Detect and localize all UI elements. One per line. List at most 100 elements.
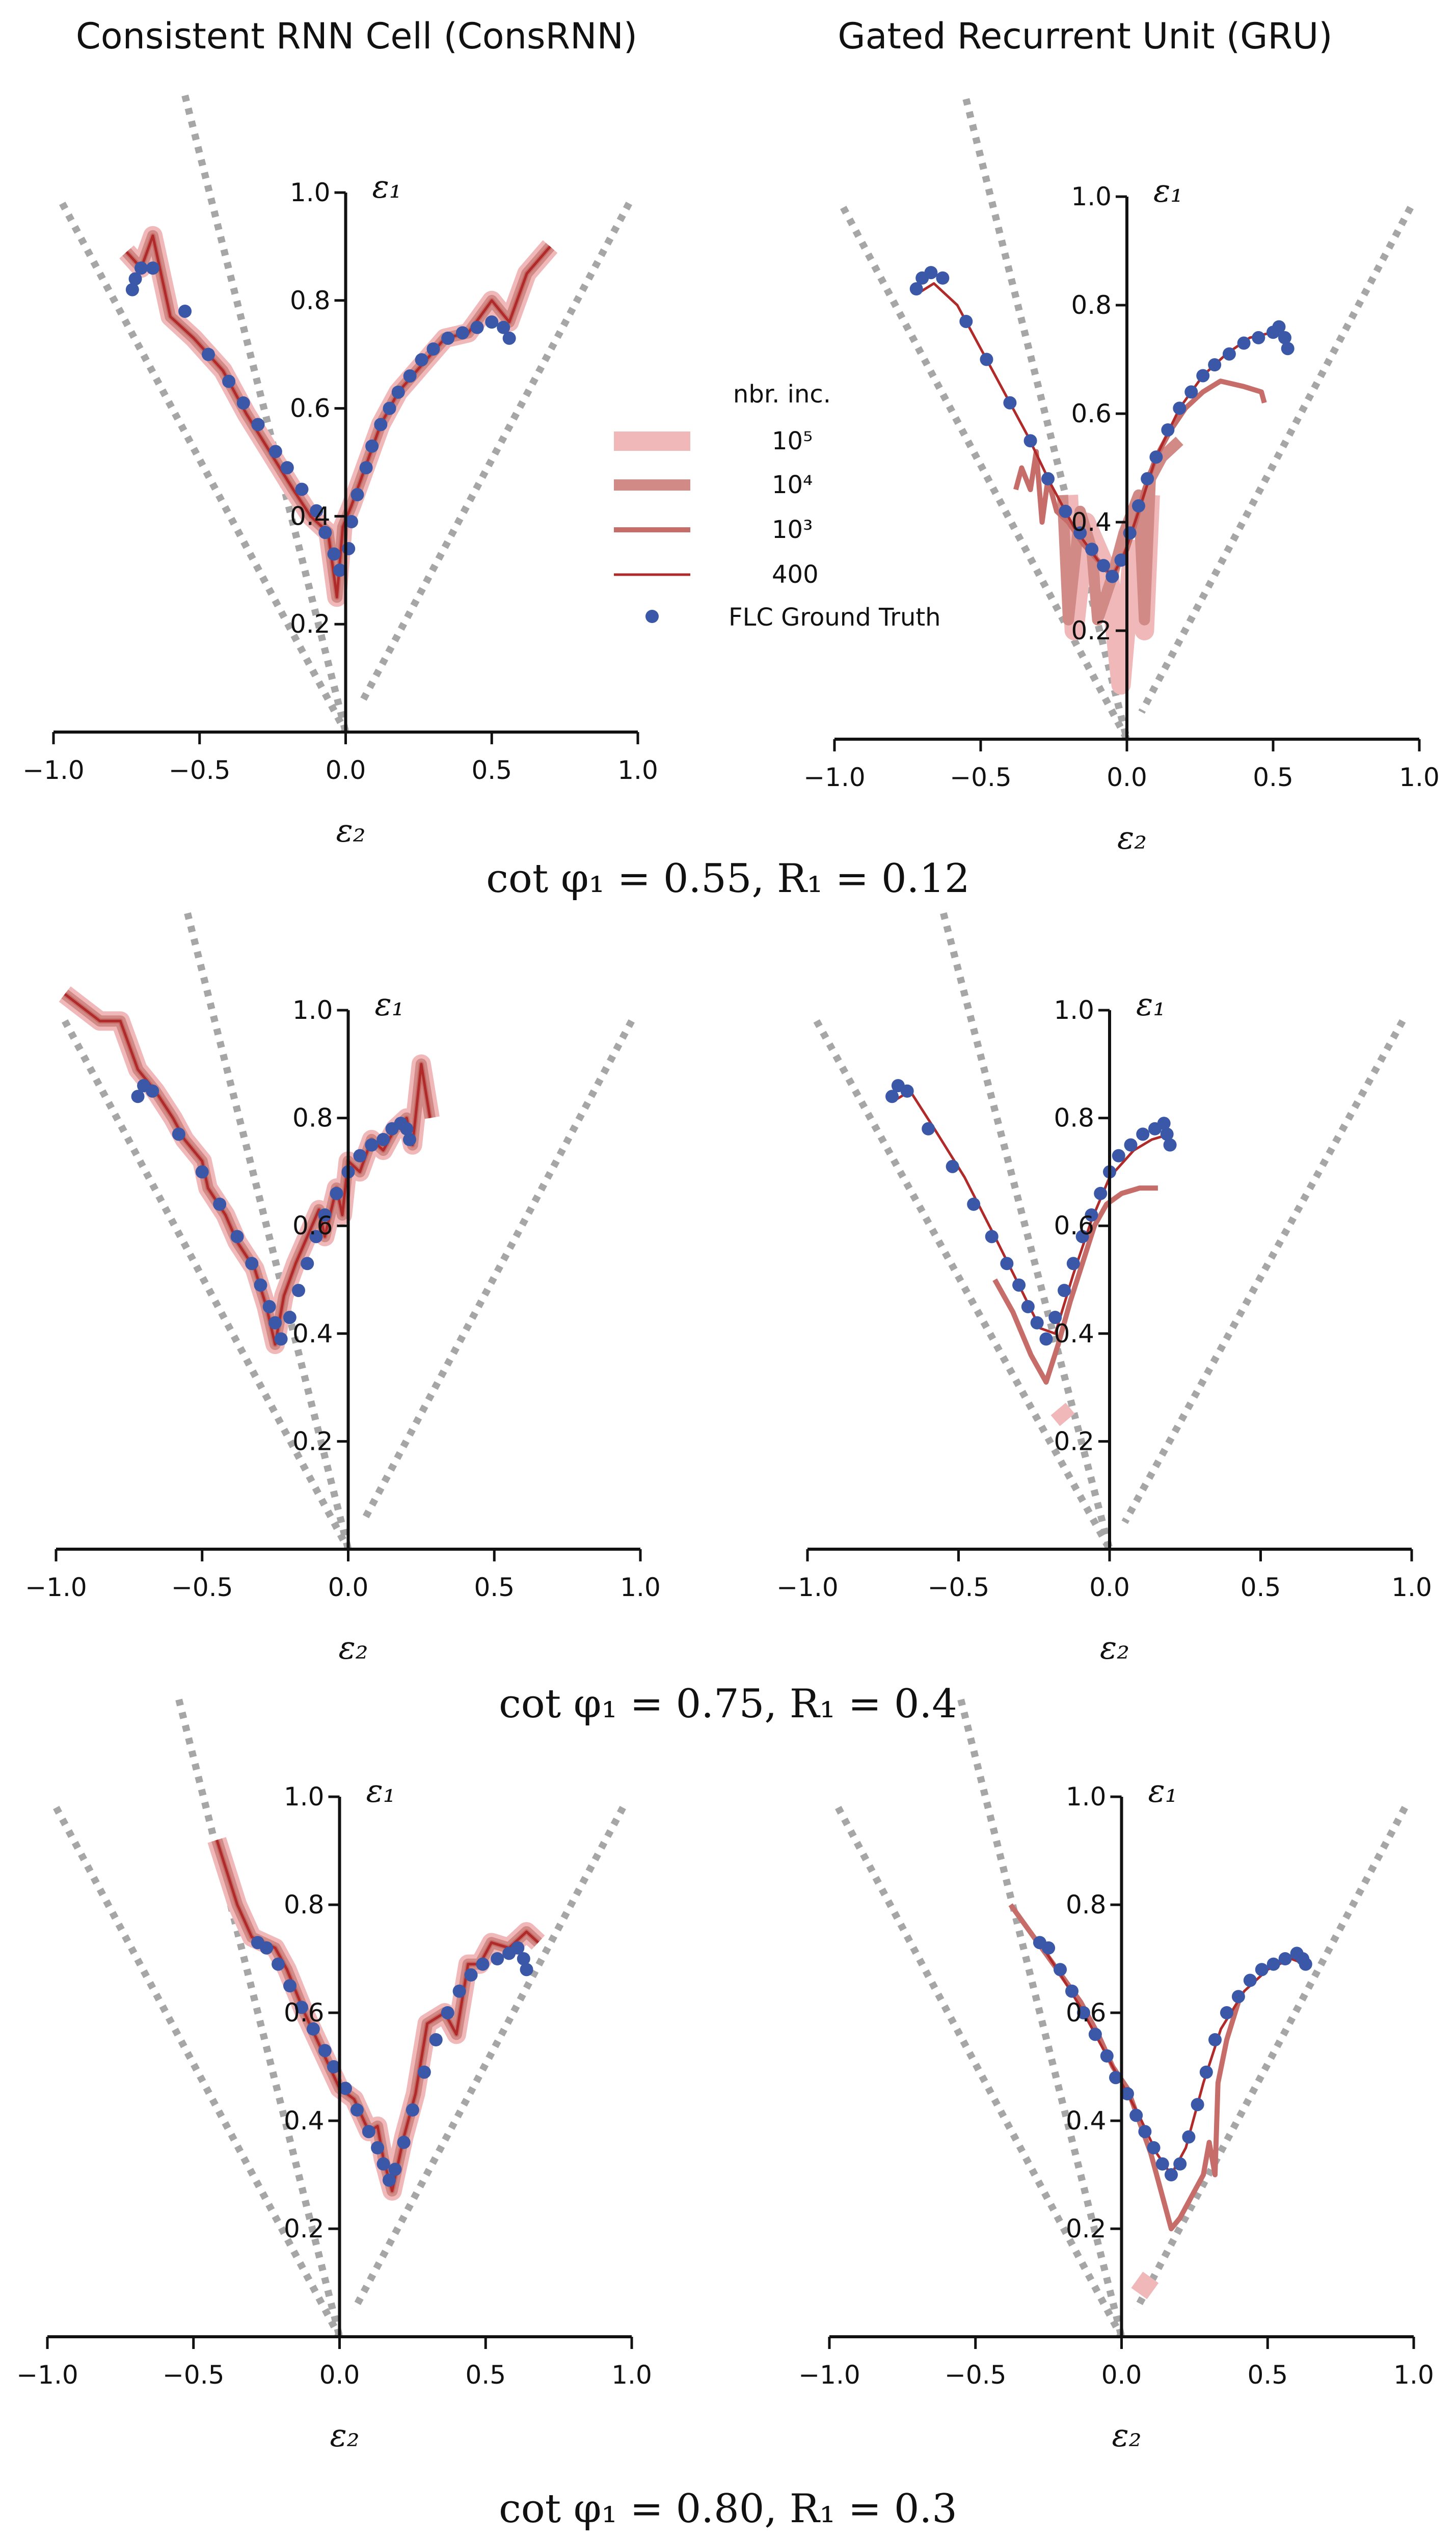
- row3-consrnn-gt-point-25: [511, 1941, 525, 1955]
- row3-consrnn-gt-point-15: [397, 2136, 411, 2149]
- row3-gru-gt-point-6: [1100, 2049, 1114, 2063]
- row2-consrnn-x-tick-label-3: 0.5: [474, 1573, 515, 1602]
- row2-gru-gt-point-12: [1048, 1311, 1062, 1325]
- row3-gru-gt-point-14: [1173, 2157, 1187, 2171]
- row3-gru-series-3: [1038, 1941, 1306, 2176]
- row2-gru-y-tick-label-4: 1.0: [1054, 995, 1094, 1025]
- row3-gru-gt-point-27: [1299, 1957, 1312, 1971]
- row1-consrnn-gt-point-0: [125, 283, 139, 296]
- row2-gru-x-axis-label: ε₂: [1100, 1629, 1129, 1666]
- row1-gru-gt-point-15: [1123, 526, 1137, 540]
- row2-consrnn-gt-point-3: [172, 1127, 185, 1141]
- row1-consrnn-gt-point-19: [359, 461, 373, 475]
- row2-consrnn-gt-point-10: [268, 1316, 282, 1330]
- row3-consrnn-gt-point-17: [417, 2065, 431, 2079]
- row1-gru-y-tick-label-4: 1.0: [1071, 182, 1112, 211]
- row1-consrnn-gt-point-7: [236, 396, 250, 410]
- row1-consrnn-gt-point-26: [426, 342, 440, 356]
- row1-gru-y-tick-label-2: 0.6: [1071, 399, 1112, 428]
- row1-consrnn-guide-line-0: [59, 201, 349, 734]
- row2-gru-gt-point-16: [1085, 1208, 1098, 1222]
- row2-consrnn-x-tick-label-4: 1.0: [620, 1573, 661, 1602]
- row1-gru-gt-point-10: [1073, 526, 1087, 540]
- row1-consrnn-gt-point-1: [128, 272, 142, 286]
- row1-consrnn-x-axis-label: ε₂: [336, 812, 365, 849]
- row1-consrnn-gt-point-6: [222, 374, 236, 388]
- row1-consrnn-gt-point-21: [374, 418, 388, 431]
- row3-consrnn-gt-point-9: [350, 2103, 364, 2117]
- legend-label-4: FLC Ground Truth: [729, 603, 941, 632]
- row3-gru-x-tick-label-3: 0.5: [1247, 2360, 1288, 2390]
- row1-consrnn-gt-point-8: [251, 418, 265, 431]
- row2-gru-x-tick-label-0: −1.0: [776, 1573, 838, 1602]
- row3-gru-x-axis-label: ε₂: [1112, 2417, 1141, 2454]
- row2-consrnn-gt-point-2: [146, 1084, 159, 1098]
- row3-gru-gt-point-2: [1054, 1963, 1067, 1977]
- row2-consrnn-gt-point-9: [262, 1300, 276, 1313]
- row1-gru-gt-point-28: [1272, 320, 1286, 334]
- row1-gru-gt-point-19: [1161, 423, 1175, 437]
- row1-consrnn-x-tick-label-0: −1.0: [22, 755, 84, 785]
- row2-consrnn-y-tick-label-0: 0.2: [292, 1426, 333, 1456]
- row3-consrnn-gt-point-5: [306, 2022, 320, 2036]
- row3-gru-x-tick-label-4: 1.0: [1393, 2360, 1434, 2390]
- row1-gru-gt-point-29: [1278, 331, 1291, 344]
- row1-consrnn-guide-line-1: [181, 94, 349, 733]
- row1-consrnn-gt-point-24: [403, 369, 417, 383]
- row1-consrnn-gt-point-31: [497, 320, 510, 334]
- row2-gru-series-2: [992, 1185, 1158, 1385]
- row2-consrnn-guide-line-0: [62, 1019, 352, 1551]
- row2-consrnn-x-axis-label: ε₂: [338, 1629, 368, 1666]
- row3-gru-gt-point-7: [1109, 2071, 1123, 2085]
- row1-gru-gt-point-13: [1106, 570, 1119, 583]
- row2-gru-gt-point-20: [1124, 1138, 1138, 1152]
- row3-consrnn-series-2: [214, 1839, 540, 2194]
- row2-gru-guide-line-0: [813, 1019, 1113, 1551]
- row1-consrnn-gt-point-18: [350, 488, 364, 502]
- row2-gru-gt-point-8: [1012, 1278, 1026, 1292]
- row3-consrnn-gt-point-10: [362, 2125, 375, 2139]
- row2-gru-gt-point-3: [922, 1122, 935, 1136]
- row2-gru-guide-line-2: [1121, 1019, 1406, 1524]
- row1-consrnn-y-tick-label-0: 0.2: [290, 609, 331, 639]
- row2-consrnn-gt-point-14: [301, 1257, 314, 1271]
- row3-consrnn-gt-point-4: [294, 2001, 308, 2014]
- row2-consrnn-x-tick-label-0: −1.0: [25, 1573, 87, 1602]
- right-column-title: Gated Recurrent Unit (GRU): [838, 15, 1333, 57]
- row1-gru-gt-point-25: [1237, 336, 1251, 350]
- row3-consrnn-x-tick-label-1: −0.5: [163, 2360, 224, 2390]
- row3-consrnn-y-tick-label-3: 0.8: [284, 1890, 325, 1920]
- row3-gru-series-2: [1008, 1903, 1241, 2231]
- row1-consrnn-gt-point-3: [146, 261, 159, 275]
- row3-gru-gt-point-4: [1076, 2006, 1090, 2019]
- row1-consrnn-gt-point-27: [441, 331, 455, 345]
- row3-consrnn-x-tick-label-2: 0.0: [319, 2360, 360, 2390]
- row2-consrnn-series-0: [59, 986, 440, 1354]
- row3-gru-gt-point-9: [1129, 2109, 1143, 2122]
- row3-gru-gt-point-8: [1120, 2087, 1134, 2100]
- row2-gru-gt-point-25: [1163, 1138, 1177, 1152]
- row2-gru-y-tick-label-0: 0.2: [1054, 1426, 1094, 1456]
- row2-consrnn-y-tick-label-3: 0.8: [292, 1103, 333, 1133]
- legend-label-1: 10⁴: [772, 471, 813, 499]
- row2-consrnn-gt-point-13: [292, 1284, 306, 1298]
- row1-gru-gt-point-20: [1173, 401, 1187, 415]
- row2-gru-gt-point-0: [885, 1090, 899, 1103]
- row2-gru-gt-point-10: [1030, 1316, 1044, 1330]
- left-column-title: Consistent RNN Cell (ConsRNN): [75, 15, 638, 57]
- row2-gru-gt-point-5: [967, 1197, 981, 1211]
- row3-gru-gt-point-19: [1220, 2006, 1233, 2019]
- row1-gru-x-axis-label: ε₂: [1117, 819, 1147, 856]
- row3-gru-guide-line-2: [1133, 1805, 1408, 2312]
- row3-gru-gt-point-13: [1164, 2168, 1178, 2181]
- row3-consrnn-gt-point-7: [327, 2060, 341, 2073]
- row1-consrnn-gt-point-30: [485, 315, 499, 329]
- row2-consrnn-gt-point-19: [353, 1149, 367, 1163]
- row1-gru-gt-point-22: [1196, 369, 1210, 383]
- row3-gru-gt-point-20: [1231, 1990, 1245, 2004]
- row3-gru-gt-point-16: [1191, 2098, 1204, 2112]
- row2-consrnn-gt-point-0: [131, 1090, 145, 1103]
- row3-gru-gt-point-12: [1155, 2157, 1169, 2171]
- row1-gru-guide-line-0: [840, 206, 1130, 741]
- row1-gru-guide-line-1: [962, 98, 1130, 740]
